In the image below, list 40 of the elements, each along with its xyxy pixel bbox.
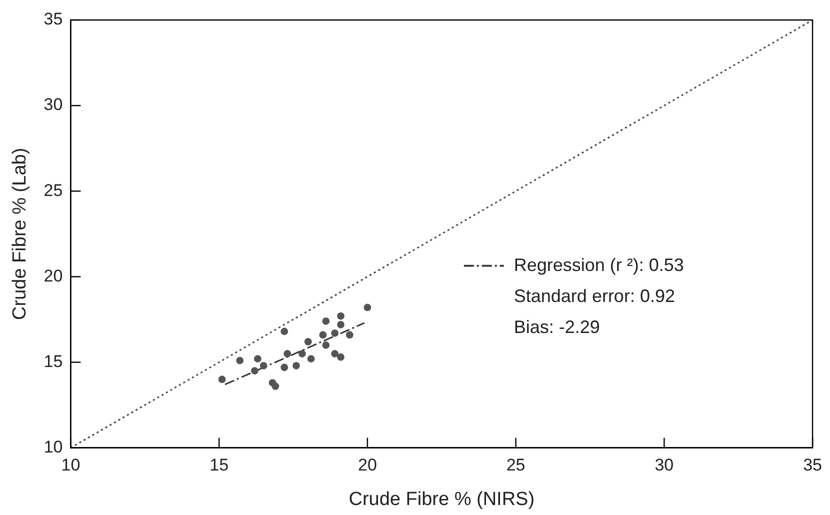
point [307,355,315,363]
x-tick-label: 20 [358,456,377,475]
point [236,356,244,364]
y-tick-label: 25 [44,180,63,200]
annotation: Standard error: 0.92 [514,286,675,306]
point [298,350,306,358]
x-tick-label: 10 [61,456,80,475]
x-tick-label: 30 [654,456,674,475]
point [292,362,300,370]
x-tick-label: 15 [210,456,229,475]
point [260,362,268,370]
point [280,364,288,372]
legend-label: Regression (r ²): 0.53 [514,254,684,275]
x-tick-label: 35 [803,456,822,475]
point [304,338,312,346]
point [284,350,292,358]
point [250,367,258,374]
y-tick-label: 15 [44,352,63,371]
y-axis-title: Crude Fibre % (Lab) [10,148,31,320]
y-tick-label: 30 [44,95,63,114]
point [331,329,339,337]
point [337,320,344,328]
y-tick-label: 35 [44,10,63,29]
y-tick-label: 10 [44,437,63,456]
point [319,331,327,339]
point [364,304,372,312]
point [322,341,330,349]
y-tick-label: 20 [44,266,63,286]
point [346,331,354,339]
point [218,376,226,384]
point [254,355,262,363]
point [272,382,280,390]
point [337,312,344,320]
annotation: Bias: -2.29 [514,316,600,337]
point [322,317,330,325]
x-axis-title: Crude Fibre % (NIRS) [348,488,535,510]
point [337,353,344,361]
point [280,328,288,336]
x-tick-label: 25 [506,456,526,475]
point [331,350,339,358]
